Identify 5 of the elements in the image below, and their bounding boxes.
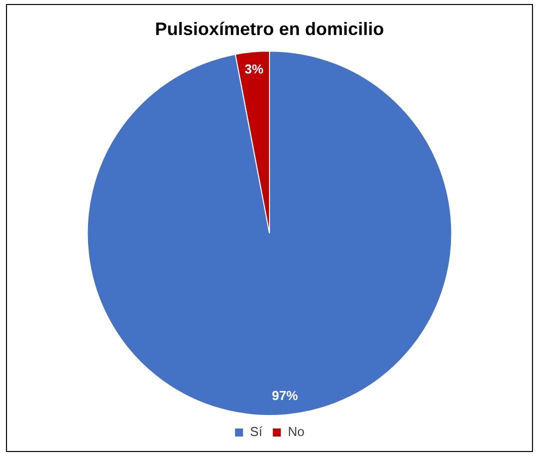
chart-title: Pulsioxímetro en domicilio (154, 18, 384, 39)
data-label: 3% (244, 62, 264, 77)
legend-label: Sí (250, 424, 263, 440)
legend-label: No (288, 424, 304, 440)
data-label: 97% (272, 388, 298, 404)
